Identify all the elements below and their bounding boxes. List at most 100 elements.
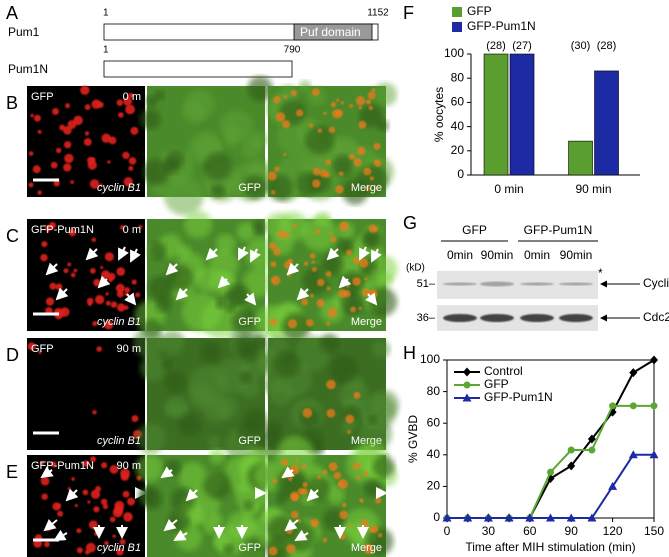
texture	[273, 350, 301, 378]
signal-dot	[352, 277, 362, 286]
texture	[247, 76, 273, 102]
texture	[215, 298, 226, 309]
signal-dot	[297, 488, 305, 495]
signal-dot	[100, 265, 104, 270]
signal-dot	[67, 487, 71, 491]
x-tick-label: 0	[444, 524, 451, 538]
panel-label: G	[403, 213, 417, 233]
signal-dot	[39, 461, 45, 466]
point	[608, 481, 618, 490]
signal-dot	[87, 160, 97, 170]
signal-dot	[309, 252, 316, 259]
panel-label: C	[6, 226, 19, 246]
signal-dot	[44, 225, 52, 232]
texture	[363, 478, 383, 498]
signal-dot	[358, 120, 367, 129]
probe-label: cyclin B1	[97, 316, 141, 328]
signal-dot	[108, 272, 116, 281]
signal-dot	[90, 267, 96, 274]
point	[546, 513, 555, 522]
band	[443, 282, 477, 286]
signal-dot	[130, 126, 139, 135]
channel-label: GFP	[31, 91, 54, 103]
texture	[154, 90, 165, 101]
signal-dot	[312, 167, 321, 176]
signal-dot	[308, 123, 314, 128]
signal-dot	[297, 518, 301, 523]
micrograph	[254, 211, 398, 344]
signal-dot	[84, 131, 90, 136]
band-label: Cdc2	[643, 310, 669, 324]
point	[525, 513, 535, 522]
time-label: 90 m	[117, 343, 141, 355]
signal-dot	[364, 277, 368, 281]
signal-dot	[360, 519, 369, 528]
signal-dot	[38, 350, 42, 354]
arrow	[97, 275, 111, 289]
point	[629, 402, 637, 410]
signal-dot	[43, 541, 50, 548]
micrograph	[135, 448, 278, 557]
n-label: (28)	[486, 40, 506, 52]
x-tick-label: 90 min	[576, 182, 612, 196]
unit-label: (kD)	[406, 263, 425, 274]
channel-label: GFP-Pum1N	[31, 224, 94, 236]
signal-dot	[347, 523, 351, 528]
signal-dot	[83, 138, 92, 146]
signal-dot	[65, 103, 71, 109]
signal-dot	[37, 129, 42, 134]
arrow	[43, 518, 58, 532]
arrow	[244, 292, 257, 306]
bar	[509, 53, 535, 176]
micrograph	[139, 76, 273, 216]
y-tick-label: 80	[451, 70, 465, 84]
legend-label: GFP	[467, 4, 492, 18]
signal-dot	[68, 228, 77, 237]
signal-dot	[336, 98, 340, 102]
mw-marker: 36–	[417, 312, 436, 324]
signal-dot	[87, 301, 92, 306]
texture	[184, 210, 212, 239]
signal-dot	[73, 115, 83, 126]
signal-dot	[49, 282, 57, 290]
micrograph	[133, 324, 269, 464]
signal-dot	[282, 120, 291, 129]
signal-dot	[311, 179, 321, 188]
arrow	[238, 246, 249, 261]
panel-label: A	[6, 3, 18, 23]
arrow	[338, 275, 352, 289]
y-axis-label: % GVBD	[406, 415, 420, 463]
residue-start: 1	[103, 8, 109, 19]
point	[566, 513, 576, 522]
panel-label: B	[6, 93, 18, 113]
legend-marker	[463, 367, 471, 377]
arrow	[160, 466, 174, 479]
protein-bar	[103, 60, 293, 78]
texture	[184, 89, 215, 120]
signal-dot	[27, 342, 36, 351]
signal-dot	[303, 261, 309, 266]
signal-dot	[50, 461, 57, 468]
signal-dot	[70, 272, 76, 278]
signal-dot	[90, 157, 96, 163]
arrow	[217, 275, 231, 289]
arrow	[306, 488, 320, 502]
arrow	[250, 248, 261, 263]
y-tick-label: 60	[427, 415, 441, 429]
signal-dot	[290, 89, 297, 97]
signal-dot	[330, 101, 337, 108]
signal-dot	[267, 171, 277, 181]
panel-label: E	[6, 462, 18, 482]
probe-label: cyclin B1	[97, 182, 141, 194]
signal-dot	[268, 546, 278, 556]
texture	[226, 283, 250, 307]
n-label: (27)	[512, 40, 532, 52]
signal-dot	[358, 306, 362, 311]
probe-label: cyclin B1	[97, 435, 141, 447]
signal-dot	[270, 275, 281, 286]
arrow	[371, 248, 382, 263]
signal-dot	[333, 471, 342, 480]
signal-dot	[93, 506, 100, 513]
texture	[252, 335, 266, 349]
